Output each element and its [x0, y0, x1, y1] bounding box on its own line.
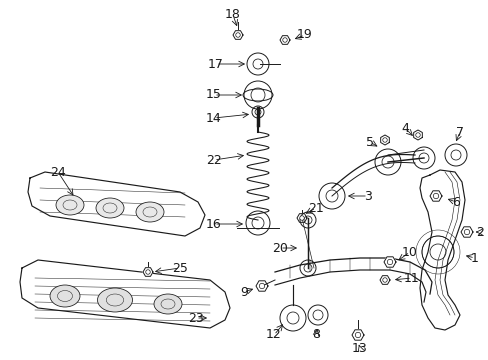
Circle shape [235, 33, 240, 37]
Polygon shape [28, 172, 204, 236]
Ellipse shape [50, 285, 80, 307]
Text: 8: 8 [311, 328, 319, 342]
Circle shape [382, 138, 386, 142]
Ellipse shape [56, 195, 84, 215]
Text: 20: 20 [271, 242, 287, 255]
Polygon shape [429, 191, 441, 201]
Ellipse shape [154, 294, 182, 314]
Polygon shape [280, 36, 289, 44]
Circle shape [463, 229, 469, 235]
Polygon shape [296, 214, 306, 222]
Ellipse shape [97, 288, 132, 312]
Text: 24: 24 [50, 166, 66, 179]
Circle shape [355, 332, 360, 338]
Text: 1: 1 [470, 252, 478, 265]
Text: 15: 15 [205, 89, 222, 102]
Circle shape [386, 259, 392, 265]
Text: 14: 14 [206, 112, 222, 125]
Circle shape [259, 283, 264, 289]
Circle shape [415, 133, 419, 137]
Circle shape [299, 216, 304, 220]
Text: 25: 25 [172, 261, 187, 274]
Polygon shape [413, 130, 422, 140]
Ellipse shape [96, 198, 124, 218]
Circle shape [382, 278, 386, 282]
Polygon shape [351, 330, 363, 340]
Text: 23: 23 [188, 311, 203, 324]
Polygon shape [419, 170, 464, 330]
Polygon shape [460, 227, 472, 237]
Text: 13: 13 [351, 342, 367, 355]
Polygon shape [256, 281, 267, 291]
Polygon shape [142, 268, 153, 276]
Text: 17: 17 [207, 58, 224, 71]
Text: 5: 5 [365, 135, 373, 148]
Text: 21: 21 [307, 202, 323, 215]
Polygon shape [383, 257, 395, 267]
Text: 18: 18 [224, 9, 241, 22]
Text: 10: 10 [401, 246, 417, 258]
Text: 9: 9 [240, 285, 247, 298]
Polygon shape [379, 276, 389, 284]
Text: 3: 3 [364, 189, 371, 202]
Text: 12: 12 [265, 328, 281, 342]
Text: 22: 22 [206, 153, 222, 166]
Text: 11: 11 [403, 271, 419, 284]
Text: 16: 16 [206, 217, 222, 230]
Ellipse shape [136, 202, 163, 222]
Polygon shape [380, 135, 388, 145]
Circle shape [145, 270, 150, 274]
Text: 19: 19 [297, 28, 312, 41]
Text: 6: 6 [451, 195, 459, 208]
Text: 4: 4 [400, 122, 408, 135]
Text: 2: 2 [475, 225, 483, 238]
Circle shape [432, 193, 438, 199]
Text: 7: 7 [455, 126, 463, 139]
Polygon shape [20, 260, 229, 328]
Circle shape [282, 38, 286, 42]
Polygon shape [232, 31, 243, 39]
